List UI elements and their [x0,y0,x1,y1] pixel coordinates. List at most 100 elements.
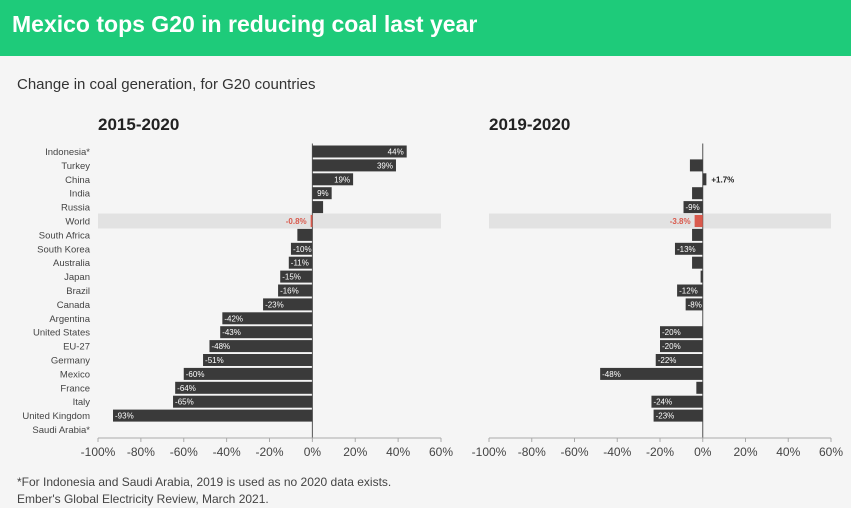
panel-title-2015-2020: 2015-2020 [98,115,179,134]
bar-eu-27 [660,340,703,353]
x-tick-label: -20% [255,445,283,459]
bar-australia [288,256,313,269]
bar-india [692,187,703,200]
data-label-india: 9% [317,189,329,198]
data-label-united-states: -43% [222,328,241,337]
data-label-mexico: -60% [186,370,205,379]
category-label-united-kingdom: United Kingdom [22,411,90,422]
bar-china [312,173,354,186]
bar-united-states [660,326,703,339]
bar-world [694,215,703,227]
x-tick-label: 40% [386,445,410,459]
bar-brazil [677,284,703,297]
data-label-china: 19% [334,175,350,184]
data-label-united-kingdom: -93% [115,412,134,421]
bar-united-kingdom [653,409,703,422]
bar-japan [700,270,703,283]
x-tick-label: 60% [429,445,453,459]
category-label-eu-27: EU-27 [63,342,90,353]
bar-south-korea [290,242,313,255]
bar-eu-27 [209,340,313,353]
category-label-indonesia: Indonesia* [45,147,90,158]
bar-turkey [689,159,703,172]
data-label-mexico: -48% [602,370,621,379]
x-tick-label: -100% [81,445,116,459]
bar-turkey [312,159,396,172]
bar-argentina [222,312,313,325]
category-label-united-states: United States [33,328,90,339]
data-label-china: +1.7% [711,175,734,184]
bar-united-states [220,326,313,339]
data-label-italy: -24% [653,398,672,407]
panel-title-2019-2020: 2019-2020 [489,115,570,134]
category-label-germany: Germany [51,356,90,367]
chart-area: 2015-2020 Indonesia* 44% Turkey 39% China 19% I… [22,115,843,459]
category-label-mexico: Mexico [60,369,90,380]
category-label-brazil: Brazil [66,286,90,297]
category-label-australia: Australia [53,258,91,269]
x-tick-label: -20% [646,445,674,459]
data-label-indonesia: 44% [388,148,404,157]
bar-australia [692,256,703,269]
category-label-india: India [69,189,90,200]
highlight-band [489,213,831,229]
x-tick-label: 20% [343,445,367,459]
bar-germany [203,354,313,366]
data-label-eu-27: -20% [662,342,681,351]
footnote-data-note: *For Indonesia and Saudi Arabia, 2019 is… [17,475,392,489]
data-label-argentina: -42% [224,314,243,323]
category-label-italy: Italy [73,397,91,408]
chart-subtitle: Change in coal generation, for G20 count… [17,76,316,93]
bar-mexico [600,367,703,380]
bar-south-korea [674,242,703,255]
x-tick-label: -60% [170,445,198,459]
category-label-japan: Japan [64,272,90,283]
category-label-china: China [65,175,91,186]
data-label-eu-27: -48% [211,342,230,351]
bar-france [175,381,313,394]
data-label-brazil: -12% [679,287,698,296]
bar-canada [685,298,703,311]
x-tick-label: 0% [694,445,712,459]
x-tick-label: -80% [127,445,155,459]
bar-india [312,187,332,200]
data-label-canada: -8% [688,300,702,309]
data-label-france: -64% [177,384,196,393]
data-label-world: -0.8% [286,217,307,226]
footnote-source: Ember's Global Electricity Review, March… [17,492,269,506]
bar-china [702,173,707,186]
data-label-russia: -9% [686,203,700,212]
bar-world [310,215,313,227]
category-label-argentina: Argentina [49,314,90,325]
category-label-south-africa: South Africa [39,230,91,241]
bar-russia [312,201,324,214]
x-tick-label: 0% [304,445,322,459]
x-tick-label: 40% [776,445,800,459]
bar-mexico [183,367,313,380]
data-label-turkey: 39% [377,161,393,170]
bar-brazil [278,284,313,297]
bar-south-africa [692,228,703,241]
category-label-france: France [60,383,90,394]
x-tick-label: -40% [213,445,241,459]
page-title: Mexico tops G20 in reducing coal last ye… [12,11,478,37]
data-label-canada: -23% [265,300,284,309]
bar-italy [651,395,703,408]
bar-united-kingdom [113,409,313,422]
header-bar: Mexico tops G20 in reducing coal last ye… [0,0,851,56]
category-label-world: World [65,217,90,228]
category-label-russia: Russia [61,203,91,214]
bar-france [696,381,703,394]
x-tick-label: -60% [560,445,588,459]
data-label-australia: -11% [291,259,309,268]
bar-south-africa [297,228,313,241]
x-tick-label: -40% [603,445,631,459]
highlight-band [98,213,441,229]
x-tick-label: -80% [518,445,546,459]
x-tick-label: -100% [472,445,507,459]
data-label-united-states: -20% [662,328,681,337]
data-label-japan: -15% [282,273,301,282]
bar-canada [263,298,313,311]
data-label-brazil: -16% [280,287,299,296]
category-label-turkey: Turkey [61,161,90,172]
